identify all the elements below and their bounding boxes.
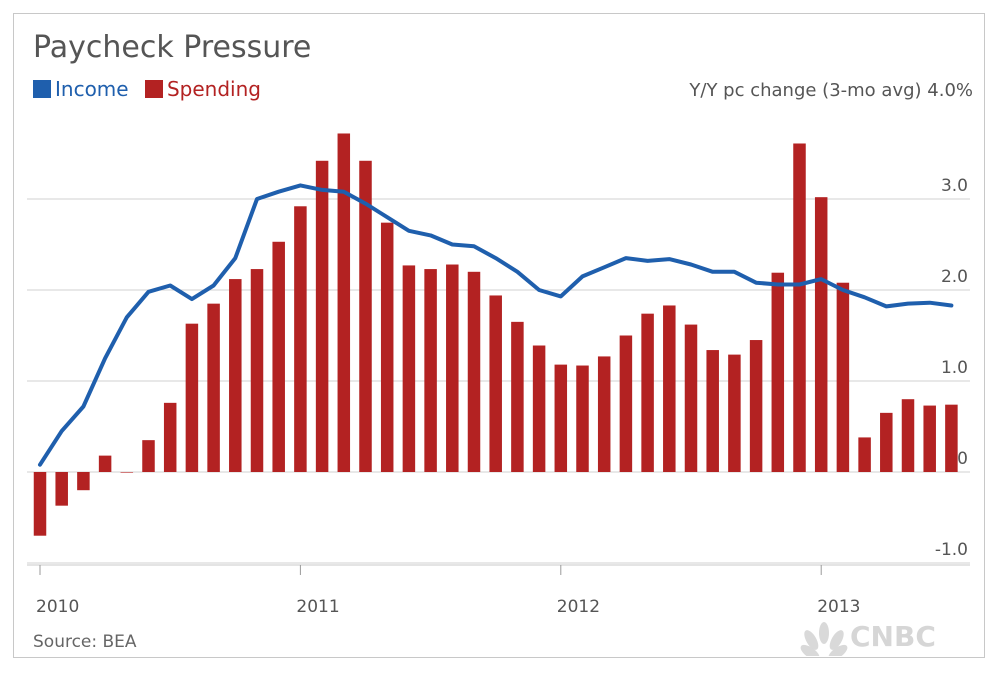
spending-bar xyxy=(880,412,893,472)
spending-bar xyxy=(77,472,90,491)
spending-bar xyxy=(793,143,806,473)
spending-bar xyxy=(684,324,698,472)
line-layer xyxy=(38,183,954,467)
spending-bar xyxy=(359,160,372,472)
spending-bar xyxy=(554,364,568,472)
chart-legend: Income Spending xyxy=(33,77,271,103)
peacock-icon xyxy=(800,622,848,656)
spending-bar xyxy=(250,269,264,472)
spending-bar xyxy=(272,241,285,472)
y-tick-label: 3.0 xyxy=(941,176,968,196)
spending-bar xyxy=(858,437,871,472)
legend-label-income: Income xyxy=(55,77,129,101)
spending-bar xyxy=(945,404,958,472)
chart-subtitle: Y/Y pc change (3-mo avg) 4.0% xyxy=(689,80,973,101)
axis-layer: 3.0 2.0 1.0 0 -1.0 2010 2011 2012 2013 xyxy=(27,176,970,617)
spending-bar xyxy=(207,303,220,472)
spending-bar xyxy=(576,365,589,472)
spending-bar xyxy=(315,160,329,472)
spending-bar xyxy=(424,269,437,472)
x-tick-label: 2013 xyxy=(817,597,860,617)
spending-bar xyxy=(185,323,199,472)
spending-bar xyxy=(33,472,47,536)
legend-item-income: Income xyxy=(33,77,129,101)
legend-swatch-income xyxy=(33,80,51,98)
spending-bar xyxy=(728,354,741,472)
legend-label-spending: Spending xyxy=(166,77,261,101)
spending-bar xyxy=(120,472,134,473)
bar-layer xyxy=(33,133,958,536)
x-tick-label: 2010 xyxy=(36,597,79,617)
spending-bar xyxy=(294,206,307,472)
chart-source: Source: BEA xyxy=(33,632,137,652)
spending-bar xyxy=(380,222,394,472)
spending-bar xyxy=(337,133,351,473)
spending-bar xyxy=(663,305,676,472)
spending-bar xyxy=(901,399,915,472)
spending-bar xyxy=(749,340,763,472)
y-tick-label: 0 xyxy=(957,449,968,469)
spending-bar xyxy=(163,402,177,472)
spending-bar xyxy=(771,272,785,472)
spending-bar xyxy=(532,345,546,472)
spending-bar xyxy=(619,335,633,472)
spending-bar xyxy=(446,264,459,472)
spending-bar xyxy=(706,350,719,472)
spending-bar xyxy=(814,197,828,472)
y-tick-label: 1.0 xyxy=(941,358,968,378)
spending-bar xyxy=(597,356,611,472)
spending-bar xyxy=(467,271,481,472)
spending-bar xyxy=(641,313,654,472)
spending-bar xyxy=(142,440,155,472)
spending-bar xyxy=(511,321,524,472)
x-tick-label: 2012 xyxy=(557,597,600,617)
spending-bar xyxy=(402,265,416,472)
y-tick-label: 2.0 xyxy=(941,267,968,287)
cnbc-logo: CNBC xyxy=(800,620,975,656)
spending-bar xyxy=(836,282,850,472)
x-tick-label: 2011 xyxy=(296,597,339,617)
legend-swatch-spending xyxy=(144,80,163,98)
spending-bar xyxy=(55,472,68,506)
brand-text: CNBC xyxy=(850,620,936,653)
spending-bar xyxy=(489,295,502,472)
y-tick-label: -1.0 xyxy=(935,540,968,560)
legend-item-spending: Spending xyxy=(144,77,261,101)
spending-bar xyxy=(923,405,936,472)
spending-bar xyxy=(229,279,242,472)
spending-bar xyxy=(98,455,112,472)
chart-title: Paycheck Pressure xyxy=(33,30,312,65)
